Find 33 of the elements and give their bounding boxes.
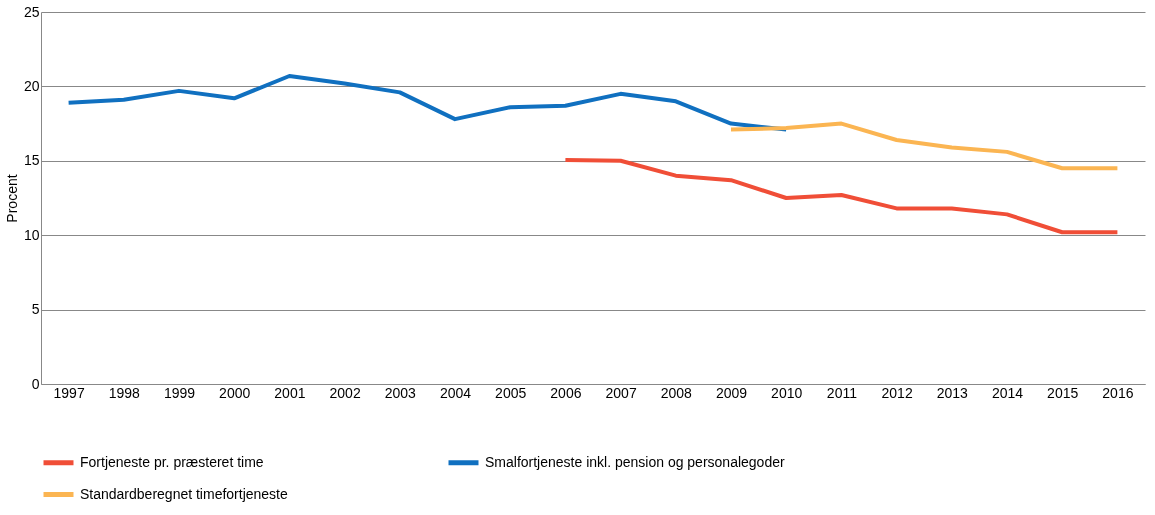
y-axis-title: Procent xyxy=(3,174,20,223)
x-tick-label: 2011 xyxy=(826,384,858,401)
x-tick-label: 2001 xyxy=(274,384,306,401)
x-tick-label: 2010 xyxy=(771,384,803,401)
line-series xyxy=(729,121,1120,171)
y-tick-label: 0 xyxy=(31,375,40,392)
x-tick-label: 2008 xyxy=(660,384,693,401)
line-series xyxy=(563,158,1120,235)
x-tick-label: 2007 xyxy=(605,384,637,401)
legend-label: Fortjeneste pr. præsteret time xyxy=(80,453,264,470)
x-tick-label: 1998 xyxy=(108,384,141,401)
x-tick-label: 2002 xyxy=(329,384,361,401)
x-tick-label: 2003 xyxy=(384,384,417,401)
x-tick-label: 2000 xyxy=(219,384,251,401)
x-tick-label: 2004 xyxy=(439,384,472,401)
x-tick-label: 2012 xyxy=(881,384,913,401)
y-tick-label: 20 xyxy=(23,77,40,94)
x-tick-label: 1999 xyxy=(163,384,196,401)
x-tick-label: 2013 xyxy=(936,384,969,401)
x-tick-label: 2015 xyxy=(1047,384,1079,401)
x-tick-label: 2006 xyxy=(550,384,582,401)
legend-label: Smalfortjeneste inkl. pension og personalegoder xyxy=(485,453,785,470)
legend-label: Standardberegnet timefortjeneste xyxy=(80,485,289,502)
x-tick-label: 2005 xyxy=(495,384,527,401)
y-tick-label: 5 xyxy=(31,301,40,318)
x-tick-label: 2014 xyxy=(991,384,1024,401)
x-tick-label: 2009 xyxy=(715,384,748,401)
y-tick-label: 25 xyxy=(23,3,40,20)
x-tick-label: 2016 xyxy=(1102,384,1134,401)
y-tick-label: 10 xyxy=(23,226,40,243)
line-series xyxy=(66,73,789,132)
y-tick-label: 15 xyxy=(23,152,40,169)
x-tick-label: 1997 xyxy=(53,384,85,401)
